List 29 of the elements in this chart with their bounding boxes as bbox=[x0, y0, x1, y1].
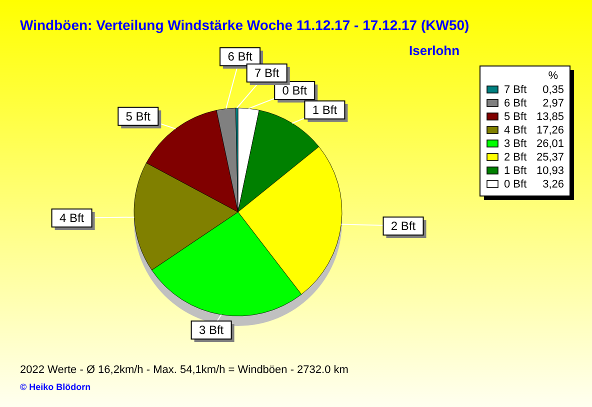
slice-label: 6 Bft bbox=[228, 50, 254, 64]
chart-subtitle: Iserlohn bbox=[409, 43, 460, 58]
legend-label: 2 Bft bbox=[504, 152, 527, 164]
slice-label: 0 Bft bbox=[282, 84, 308, 98]
slice-label: 1 Bft bbox=[312, 102, 338, 117]
legend-label: 3 Bft bbox=[504, 138, 527, 150]
slice-label: 3 Bft bbox=[198, 323, 224, 338]
text: © Heiko Blödorn bbox=[20, 382, 91, 392]
slice-label: 2 Bft bbox=[390, 219, 416, 234]
data-label: 25,37 bbox=[536, 152, 564, 164]
legend-label: 1 Bft bbox=[504, 165, 527, 177]
legend-label: 7 Bft bbox=[504, 84, 527, 96]
legend-title: % bbox=[548, 70, 558, 82]
legend-label: 0 Bft bbox=[504, 178, 527, 190]
legend-label: 4 Bft bbox=[504, 124, 527, 136]
data-label: 3,26 bbox=[542, 178, 564, 190]
text: 2022 Werte - Ø 16,2km/h - Max. 54,1km/h = Windböen - 2732.0 km bbox=[20, 364, 348, 376]
data-label: 17,26 bbox=[536, 124, 564, 136]
legend-label: 6 Bft bbox=[504, 98, 527, 110]
chart-title: Windböen: Verteilung Windstärke Woche 11.12.17 - 17.12.17 (KW50) bbox=[20, 17, 470, 33]
slice-label: 5 Bft bbox=[126, 109, 152, 124]
data-label: 2,97 bbox=[542, 98, 564, 110]
data-label: 26,01 bbox=[536, 138, 564, 150]
data-label: 0,35 bbox=[542, 84, 564, 96]
slice-label: 4 Bft bbox=[59, 211, 85, 226]
data-label: 10,93 bbox=[536, 165, 564, 177]
data-label: 13,85 bbox=[536, 111, 564, 123]
legend-label: 5 Bft bbox=[504, 111, 527, 123]
slice-label: 7 Bft bbox=[254, 66, 280, 80]
